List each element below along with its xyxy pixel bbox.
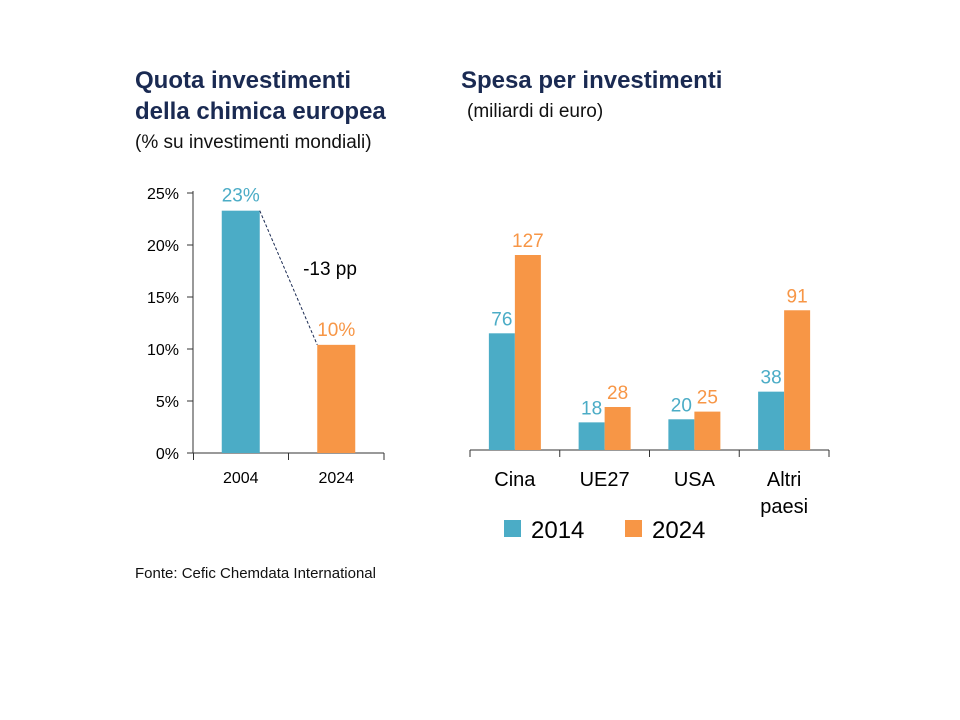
legend-label-2024: 2024: [652, 517, 705, 544]
left-y-tick-label: 0%: [156, 446, 179, 463]
right-bar-2024: [694, 411, 721, 450]
left-bar-value-label: 23%: [222, 186, 260, 207]
left-bar-value-label: 10%: [317, 320, 355, 341]
right-chart-subtitle: (miliardi di euro): [467, 101, 604, 122]
right-bar-2024: [514, 255, 541, 450]
right-bar-value-label: 76: [491, 309, 512, 330]
left-y-tick-label: 15%: [147, 290, 179, 307]
right-bar-2014: [488, 333, 515, 450]
left-bar-2024: [317, 344, 356, 453]
source-note: Fonte: Cefic Chemdata International: [135, 565, 376, 582]
left-y-tick-label: 5%: [156, 394, 179, 411]
right-x-tick-label: Cina: [494, 469, 536, 491]
left-y-tick-label: 10%: [147, 342, 179, 359]
right-bar-value-label: 18: [581, 398, 602, 419]
right-x-tick-label: USA: [674, 469, 716, 491]
right-bar-value-label: 91: [787, 286, 808, 307]
right-x-tick-label: UE27: [580, 469, 630, 491]
right-bar-2014: [668, 419, 695, 450]
left-x-tick-label: 2024: [318, 470, 354, 487]
right-bar-2014: [758, 391, 785, 450]
right-bar-2024: [604, 407, 631, 450]
right-bar-value-label: 38: [761, 368, 782, 389]
right-bar-value-label: 28: [607, 383, 628, 404]
left-chart-subtitle: (% su investimenti mondiali): [135, 132, 372, 153]
right-bar-value-label: 127: [512, 231, 544, 252]
right-bar-2024: [784, 310, 811, 450]
left-change-annotation: -13 pp: [303, 259, 357, 280]
left-chart-title: Quota investimenti della chimica europea: [135, 65, 455, 127]
left-x-tick-label: 2004: [223, 470, 259, 487]
left-change-connector: [259, 210, 318, 346]
left-title-line1: Quota investimenti: [135, 67, 352, 94]
left-title-line2: della chimica europea: [135, 98, 386, 125]
right-bar-2014: [578, 422, 605, 450]
right-x-tick-label: Altri: [767, 469, 801, 491]
left-y-tick-label: 25%: [147, 186, 179, 203]
legend-swatch-2024: [625, 520, 642, 537]
legend-label-2014: 2014: [531, 517, 584, 544]
right-chart-title: Spesa per investimenti: [461, 67, 723, 94]
right-x-tick-label: paesi: [760, 496, 808, 518]
right-bar-value-label: 20: [671, 395, 692, 416]
right-bar-value-label: 25: [697, 388, 718, 409]
left-y-tick-label: 20%: [147, 238, 179, 255]
legend-swatch-2014: [504, 520, 521, 537]
left-bar-2004: [221, 210, 260, 453]
